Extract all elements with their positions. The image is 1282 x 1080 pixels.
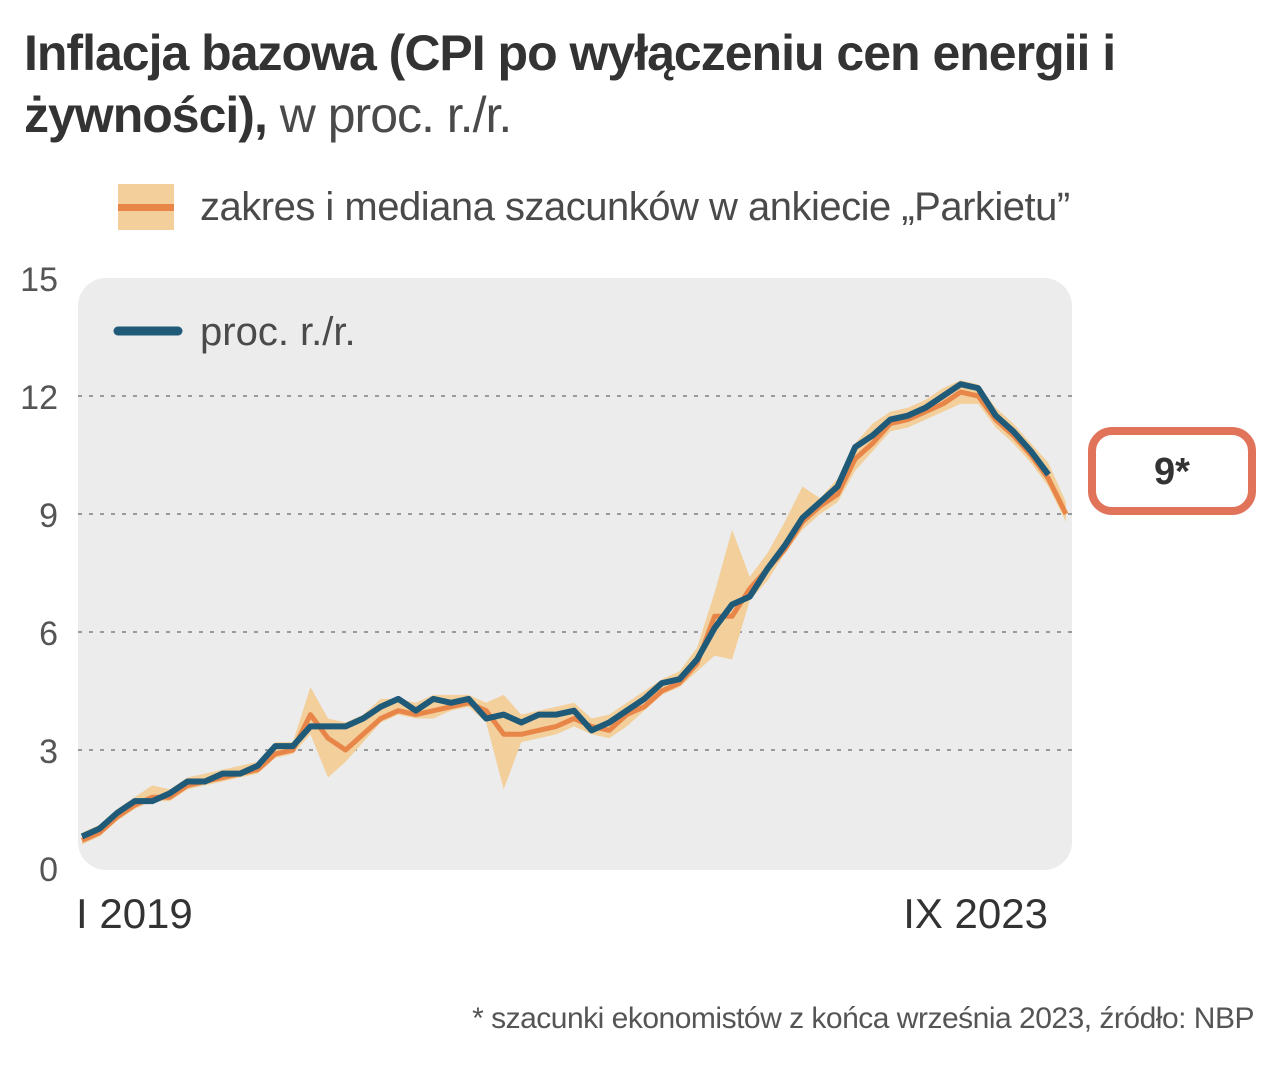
y-tick-6: 6 — [39, 615, 58, 653]
chart-title-unit: w proc. r./r. — [266, 87, 513, 143]
core-inflation-line — [80, 381, 1051, 840]
y-tick-12: 12 — [20, 379, 58, 417]
y-axis-ticks: 0 3 6 9 12 15 — [20, 261, 58, 889]
y-tick-0: 0 — [39, 851, 58, 889]
band-legend: zakres i mediana szacunków w ankiecie „P… — [118, 182, 1070, 232]
line-legend-label: proc. r./r. — [200, 310, 356, 354]
footnote: * szacunki ekonomistów z końca września … — [472, 1002, 1254, 1035]
y-tick-15: 15 — [20, 261, 58, 299]
forecast-callout-label: 9* — [1154, 451, 1190, 493]
grid-lines — [78, 395, 1072, 751]
band-legend-swatch — [118, 184, 174, 230]
forecast-callout-box — [1088, 427, 1256, 515]
x-label-end: IX 2023 — [903, 890, 1048, 937]
chart-title: Inflacja bazowa (CPI po wyłączeniu cen e… — [24, 22, 1224, 146]
band-legend-label: zakres i mediana szacunków w ankiecie „P… — [200, 184, 1070, 229]
y-tick-9: 9 — [39, 497, 58, 535]
y-tick-3: 3 — [39, 733, 58, 771]
chart-title-bold: Inflacja bazowa (CPI po wyłączeniu cen e… — [24, 25, 1116, 143]
x-label-start: I 2019 — [76, 890, 193, 937]
plot-background — [78, 278, 1072, 870]
